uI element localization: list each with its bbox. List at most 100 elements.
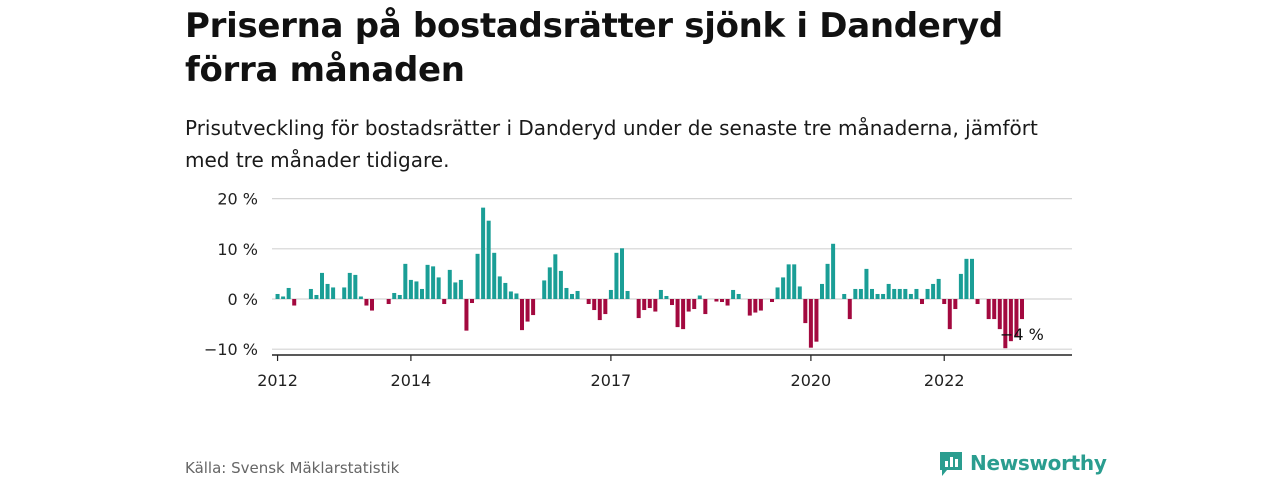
bar (503, 282, 508, 299)
chart-title: Priserna på bostadsrätter sjönk i Dander… (185, 6, 1003, 90)
bar (481, 207, 486, 299)
bar (1014, 299, 1019, 337)
bar (453, 282, 458, 299)
bar (781, 277, 786, 299)
bar (542, 280, 547, 299)
bar (664, 295, 669, 299)
bar (353, 274, 358, 299)
bar (703, 299, 708, 315)
bar (425, 264, 430, 299)
bar (564, 287, 569, 299)
bar (875, 293, 880, 299)
bar (725, 299, 730, 306)
bar (931, 283, 936, 299)
bar (414, 281, 419, 299)
bar (831, 243, 836, 299)
bar (1003, 299, 1008, 349)
bar (342, 287, 347, 299)
bar (370, 299, 374, 311)
bar (458, 279, 463, 299)
x-tick-label: 2020 (791, 371, 832, 390)
bar (897, 288, 902, 299)
bar (314, 294, 319, 299)
bar (675, 299, 680, 328)
bar (431, 266, 436, 299)
bar (892, 288, 897, 299)
bar (447, 269, 452, 299)
bar (514, 293, 519, 299)
bar (286, 287, 291, 299)
gridlines (272, 198, 1072, 350)
bar (420, 288, 424, 299)
bar (620, 248, 624, 299)
x-axis-tick-labels: 2012 2014 2017 2020 2022 (257, 355, 965, 390)
bar (397, 294, 402, 299)
bar (586, 299, 591, 305)
bar-chart: 20 % 10 % 0 % −10 % 2012 2014 2017 2020 2022 −4… (204, 190, 1072, 390)
bar (1008, 299, 1013, 342)
bar (1020, 299, 1024, 320)
bar (936, 278, 941, 299)
bar (492, 252, 497, 299)
annotations: −4 % (1000, 325, 1044, 344)
bar (820, 283, 824, 299)
bar (558, 270, 563, 299)
bar (842, 293, 847, 299)
bar (525, 299, 530, 322)
bar (925, 288, 930, 299)
bar (958, 273, 963, 299)
bar (570, 293, 574, 299)
x-tick-label: 2014 (391, 371, 432, 390)
bar (392, 292, 397, 299)
bar (908, 293, 913, 299)
bar (403, 263, 408, 299)
x-tick-label: 2022 (924, 371, 965, 390)
x-tick-label: 2012 (257, 371, 298, 390)
bar (697, 295, 702, 299)
bar (886, 283, 891, 299)
bar (942, 299, 947, 305)
bar (603, 299, 608, 315)
bar (864, 268, 869, 299)
bar (992, 299, 997, 320)
bar (470, 299, 474, 304)
bar (736, 293, 741, 299)
chart-subtitle: Prisutveckling för bostadsrätter i Dande… (185, 116, 1038, 172)
bar (497, 276, 502, 299)
bar (947, 299, 952, 330)
bar (308, 288, 313, 299)
bar (747, 299, 752, 316)
bar (364, 299, 369, 306)
bar (508, 291, 513, 299)
bar (520, 299, 524, 331)
x-tick-label: 2017 (591, 371, 632, 390)
bar (986, 299, 991, 320)
bar (681, 299, 686, 330)
bar (814, 299, 819, 342)
bar (970, 258, 974, 299)
bar (486, 220, 491, 299)
bar (475, 253, 480, 299)
bar (670, 299, 674, 306)
bar (436, 277, 441, 299)
newsworthy-logo-icon (940, 452, 962, 476)
bar (292, 299, 297, 306)
bar (758, 299, 763, 311)
y-tick-label: 0 % (228, 290, 258, 309)
y-tick-label: −10 % (204, 340, 258, 359)
bar (642, 299, 647, 311)
bar (347, 272, 352, 299)
bar (720, 299, 724, 303)
bar (775, 287, 780, 299)
bar (320, 272, 324, 299)
bar (903, 288, 908, 299)
bar (575, 290, 580, 299)
bar (825, 263, 830, 299)
bar (653, 299, 658, 312)
bar (797, 286, 802, 299)
bar (914, 288, 919, 299)
y-axis-tick-labels: 20 % 10 % 0 % −10 % (204, 190, 258, 360)
bar (953, 299, 958, 310)
bar (870, 288, 874, 299)
bar (920, 299, 924, 305)
